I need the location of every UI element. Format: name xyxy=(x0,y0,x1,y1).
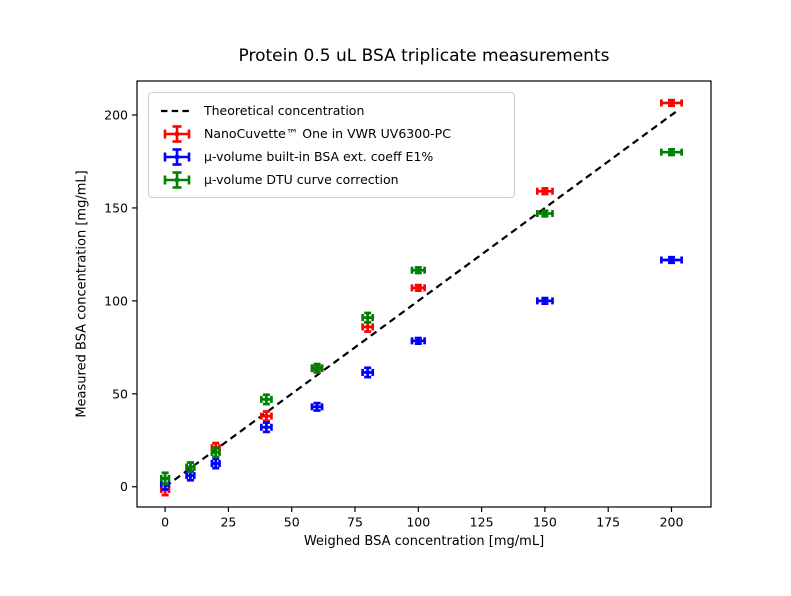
svg-text:100: 100 xyxy=(104,293,128,308)
legend-item-builtin-e1: µ-volume built-in BSA ext. coeff E1% xyxy=(157,145,506,168)
svg-text:175: 175 xyxy=(596,515,620,530)
legend: Theoretical concentration NanoCuvette™ O… xyxy=(148,92,515,198)
svg-text:50: 50 xyxy=(284,515,300,530)
theoretical-line xyxy=(164,108,680,488)
svg-text:125: 125 xyxy=(470,515,494,530)
errorbar-marker-blue-icon xyxy=(157,147,197,166)
svg-text:0: 0 xyxy=(161,515,169,530)
series-2 xyxy=(159,148,683,486)
legend-label-nanocuvette: NanoCuvette™ One in VWR UV6300-PC xyxy=(204,126,451,141)
svg-text:0: 0 xyxy=(120,479,128,494)
axes-frame xyxy=(136,80,712,508)
x-axis-label: Weighed BSA concentration [mg/mL] xyxy=(303,534,545,549)
y-axis: 0 50 100 150 200 xyxy=(104,108,137,494)
svg-text:200: 200 xyxy=(104,108,128,123)
x-axis: 0 25 50 75 100 125 150 175 200 xyxy=(161,507,683,530)
chart-title: Protein 0.5 uL BSA triplicate measuremen… xyxy=(238,46,610,66)
dashed-line-swatch xyxy=(157,103,197,119)
errorbar-marker-green-icon xyxy=(157,170,197,189)
svg-text:25: 25 xyxy=(220,515,236,530)
svg-text:150: 150 xyxy=(104,200,128,215)
svg-text:200: 200 xyxy=(660,515,684,530)
svg-text:50: 50 xyxy=(112,386,128,401)
svg-text:100: 100 xyxy=(406,515,430,530)
legend-item-theoretical: Theoretical concentration xyxy=(157,99,506,122)
errorbar-marker-red-icon xyxy=(157,124,197,143)
svg-text:150: 150 xyxy=(533,515,557,530)
series-1 xyxy=(159,255,683,491)
legend-label-dtu-correction: µ-volume DTU curve correction xyxy=(204,172,399,187)
legend-item-nanocuvette: NanoCuvette™ One in VWR UV6300-PC xyxy=(157,122,506,145)
legend-label-builtin-e1: µ-volume built-in BSA ext. coeff E1% xyxy=(204,149,434,164)
legend-item-dtu-correction: µ-volume DTU curve correction xyxy=(157,168,506,191)
legend-label-theoretical: Theoretical concentration xyxy=(204,103,365,118)
svg-text:75: 75 xyxy=(347,515,363,530)
